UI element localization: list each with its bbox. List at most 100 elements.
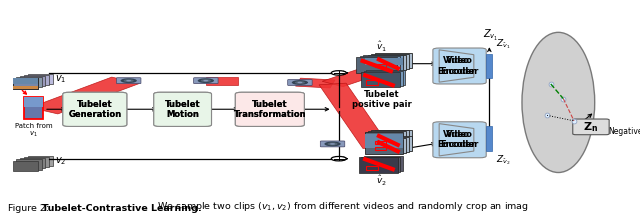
Text: $Z_{v_1}$: $Z_{v_1}$: [483, 28, 499, 43]
Text: $Z_{\hat{v}_1}$: $Z_{\hat{v}_1}$: [495, 37, 510, 51]
FancyBboxPatch shape: [368, 131, 406, 146]
FancyBboxPatch shape: [24, 157, 49, 167]
FancyBboxPatch shape: [63, 92, 127, 126]
Circle shape: [126, 80, 131, 81]
Circle shape: [204, 80, 209, 81]
Text: We sample two clips $(v_1, v_2)$ from different videos and randomly crop an imag: We sample two clips $(v_1, v_2)$ from di…: [154, 200, 529, 213]
FancyBboxPatch shape: [364, 156, 403, 171]
Circle shape: [120, 78, 137, 83]
Text: Tubelet
Generation: Tubelet Generation: [68, 100, 122, 119]
FancyBboxPatch shape: [365, 134, 403, 141]
FancyBboxPatch shape: [17, 159, 42, 169]
FancyBboxPatch shape: [368, 55, 406, 70]
Text: Video
Encoder: Video Encoder: [440, 56, 479, 76]
Text: Tubelet
Transformation: Tubelet Transformation: [234, 100, 306, 119]
Text: Tubelet
positive pair: Tubelet positive pair: [351, 90, 412, 109]
Polygon shape: [322, 67, 387, 87]
FancyBboxPatch shape: [116, 78, 141, 84]
Circle shape: [292, 80, 308, 85]
Text: Tubelet
Transformation: Tubelet Transformation: [234, 100, 306, 119]
FancyBboxPatch shape: [365, 132, 403, 147]
Circle shape: [330, 143, 335, 145]
FancyBboxPatch shape: [13, 79, 38, 84]
Circle shape: [324, 141, 340, 146]
FancyBboxPatch shape: [28, 156, 53, 166]
FancyBboxPatch shape: [486, 126, 493, 151]
FancyBboxPatch shape: [486, 54, 493, 79]
FancyBboxPatch shape: [374, 53, 412, 68]
Text: $\hat{v}_1$: $\hat{v}_1$: [376, 40, 387, 54]
FancyBboxPatch shape: [433, 122, 486, 158]
FancyBboxPatch shape: [371, 137, 409, 152]
FancyBboxPatch shape: [320, 141, 345, 147]
Polygon shape: [439, 124, 474, 156]
Text: Negatives: Negatives: [608, 127, 640, 136]
FancyBboxPatch shape: [236, 92, 305, 126]
FancyBboxPatch shape: [20, 158, 45, 168]
Polygon shape: [439, 50, 474, 82]
Text: $Z_{\hat{v}_2}$: $Z_{\hat{v}_2}$: [495, 153, 510, 167]
FancyBboxPatch shape: [362, 72, 400, 87]
Circle shape: [332, 156, 346, 161]
FancyBboxPatch shape: [365, 58, 403, 65]
Circle shape: [295, 81, 305, 84]
Text: Tubelet-Contrastive Learning.: Tubelet-Contrastive Learning.: [42, 204, 202, 213]
Text: $\mathbf{Z_n}$: $\mathbf{Z_n}$: [584, 120, 598, 134]
FancyBboxPatch shape: [24, 75, 49, 85]
Circle shape: [124, 79, 134, 82]
Text: $v_2$: $v_2$: [55, 156, 67, 168]
FancyBboxPatch shape: [24, 97, 43, 107]
FancyBboxPatch shape: [363, 55, 403, 71]
FancyBboxPatch shape: [374, 130, 412, 144]
FancyBboxPatch shape: [154, 92, 211, 126]
FancyBboxPatch shape: [359, 157, 398, 173]
FancyBboxPatch shape: [13, 78, 38, 89]
FancyBboxPatch shape: [368, 138, 406, 153]
FancyBboxPatch shape: [365, 141, 403, 148]
Ellipse shape: [522, 32, 595, 173]
FancyBboxPatch shape: [13, 161, 38, 171]
Circle shape: [298, 82, 303, 83]
FancyBboxPatch shape: [17, 77, 42, 87]
Text: Video
Encoder: Video Encoder: [437, 56, 476, 76]
Circle shape: [201, 79, 211, 82]
FancyBboxPatch shape: [24, 97, 43, 119]
Text: Figure 2:: Figure 2:: [8, 204, 52, 213]
Text: Patch from
$v_1$: Patch from $v_1$: [15, 123, 52, 139]
FancyBboxPatch shape: [362, 157, 400, 172]
FancyBboxPatch shape: [360, 56, 400, 72]
Circle shape: [332, 71, 346, 75]
Text: Video
Encoder: Video Encoder: [440, 130, 479, 150]
FancyBboxPatch shape: [63, 92, 127, 126]
Text: Tubelet
Motion: Tubelet Motion: [165, 100, 200, 119]
Polygon shape: [30, 77, 140, 114]
FancyBboxPatch shape: [367, 70, 405, 85]
FancyBboxPatch shape: [364, 71, 403, 86]
FancyBboxPatch shape: [433, 48, 486, 84]
Polygon shape: [319, 83, 390, 148]
FancyBboxPatch shape: [20, 76, 45, 86]
FancyBboxPatch shape: [288, 80, 312, 85]
FancyBboxPatch shape: [365, 56, 403, 71]
FancyBboxPatch shape: [154, 92, 211, 126]
FancyBboxPatch shape: [374, 136, 412, 151]
Text: Tubelet
Motion: Tubelet Motion: [165, 100, 200, 119]
FancyBboxPatch shape: [573, 119, 609, 135]
Polygon shape: [296, 78, 335, 88]
Text: Tubelet
Generation: Tubelet Generation: [68, 100, 122, 119]
FancyBboxPatch shape: [13, 78, 38, 89]
FancyBboxPatch shape: [371, 54, 409, 69]
FancyBboxPatch shape: [356, 57, 397, 73]
FancyBboxPatch shape: [13, 86, 38, 89]
Polygon shape: [206, 77, 239, 85]
FancyBboxPatch shape: [365, 139, 403, 153]
FancyBboxPatch shape: [236, 92, 305, 126]
Circle shape: [198, 78, 214, 83]
FancyBboxPatch shape: [371, 130, 409, 145]
Circle shape: [328, 142, 337, 145]
Text: $\hat{v}_2$: $\hat{v}_2$: [376, 173, 387, 187]
FancyBboxPatch shape: [194, 78, 218, 84]
Text: Video
Encoder: Video Encoder: [437, 130, 476, 150]
Text: $v_1$: $v_1$: [55, 74, 67, 85]
FancyBboxPatch shape: [28, 74, 53, 84]
